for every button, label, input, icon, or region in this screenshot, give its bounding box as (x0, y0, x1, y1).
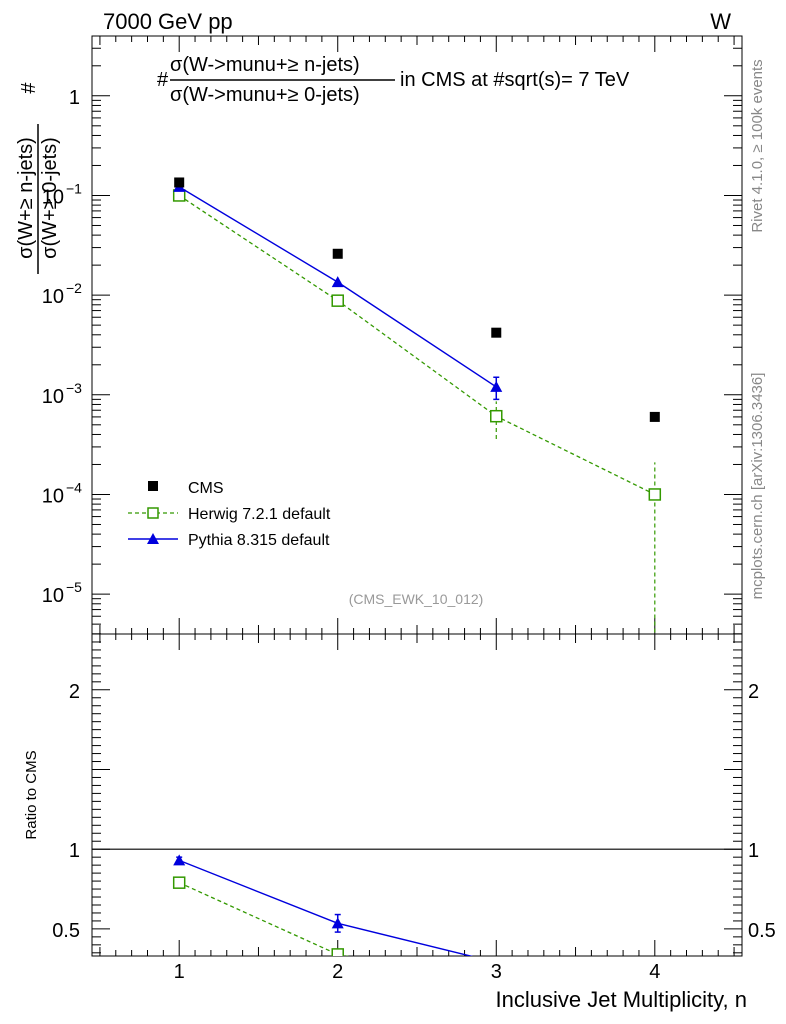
herwig-series-line (178, 194, 656, 496)
y-tick-label: 10 (42, 585, 64, 607)
y-tick-label: 10 (42, 186, 64, 208)
ratio-data-layer (92, 848, 742, 956)
legend-herwig-marker (147, 507, 159, 519)
ylabel-numerator: σ(W+≥ n-jets) (15, 137, 37, 259)
herwig-ratio-point (172, 876, 186, 889)
y-tick-label: 10 (42, 485, 64, 507)
y-tick-exponent: −5 (66, 579, 82, 595)
y-tick-label: 10 (42, 286, 64, 308)
pythia-data-point (331, 276, 344, 288)
y-tick-label: 1 (69, 87, 80, 109)
x-tick-label: 4 (649, 961, 660, 983)
cms-data-point (174, 177, 185, 188)
header-process-label: W (710, 9, 731, 34)
legend-herwig-label: Herwig 7.2.1 default (188, 506, 331, 523)
chart-title: # σ(W->munu+≥ n-jets) σ(W->munu+≥ 0-jets… (157, 54, 630, 106)
herwig-ratio-line (178, 882, 350, 956)
ratio-axis-label: Ratio to CMS (23, 750, 40, 839)
mcplots-label: mcplots.cern.ch [arXiv:1306.3436] (749, 373, 766, 600)
y-tick-exponent: −3 (66, 380, 82, 396)
rivet-version-label: Rivet 4.1.0, ≥ 100k events (749, 59, 766, 232)
herwig-data-point (331, 294, 344, 307)
x-tick-label: 1 (174, 961, 185, 983)
legend: CMS Herwig 7.2.1 default Pythia 8.315 de… (128, 480, 331, 549)
ratio-tick-label-left: 0.5 (52, 920, 80, 942)
y-tick-exponent: −1 (66, 180, 82, 196)
pythia-ratio-point (173, 854, 186, 866)
ratio-panel-frame (91, 633, 743, 957)
legend-pythia-label: Pythia 8.315 default (188, 532, 330, 549)
main-data-layer (172, 177, 662, 634)
legend-cms-marker (148, 481, 158, 491)
x-axis-label: Inclusive Jet Multiplicity, n (496, 987, 747, 1012)
herwig-ratio-point (331, 948, 344, 956)
ratio-tick-label-right: 0.5 (748, 920, 776, 942)
legend-cms-label: CMS (188, 480, 224, 497)
title-suffix: in CMS at #sqrt(s)= 7 TeV (400, 69, 630, 91)
ratio-tick-label-right: 2 (748, 681, 759, 703)
title-prefix: # (157, 69, 169, 91)
header-energy-label: 7000 GeV pp (103, 9, 233, 34)
legend-pythia-marker (147, 533, 159, 544)
y-axis-label: σ(W+≥ n-jets) σ(W+≥ 0-jets) (15, 124, 61, 274)
x-tick-label: 2 (332, 961, 343, 983)
title-denominator: σ(W->munu+≥ 0-jets) (170, 84, 360, 106)
pythia-ratio-point (331, 917, 344, 929)
y-tick-label: 10 (42, 386, 64, 408)
ylabel-denominator: σ(W+≥ 0-jets) (39, 137, 61, 259)
y-tick-exponent: −4 (66, 479, 82, 495)
analysis-tag: (CMS_EWK_10_012) (349, 591, 484, 607)
cms-data-point (491, 327, 502, 338)
ylabel-prefix: # (18, 82, 40, 94)
ratio-tick-label-left: 2 (69, 681, 80, 703)
cms-data-point (332, 248, 343, 259)
title-numerator: σ(W->munu+≥ n-jets) (170, 54, 360, 76)
herwig-data-point (490, 409, 503, 423)
y-tick-exponent: −2 (66, 280, 82, 296)
cms-data-point (649, 411, 660, 422)
herwig-data-point (648, 488, 662, 501)
pythia-data-point (490, 380, 503, 392)
ratio-tick-label-right: 1 (748, 840, 759, 862)
x-tick-label: 3 (491, 961, 502, 983)
ratio-tick-label-left: 1 (69, 840, 80, 862)
